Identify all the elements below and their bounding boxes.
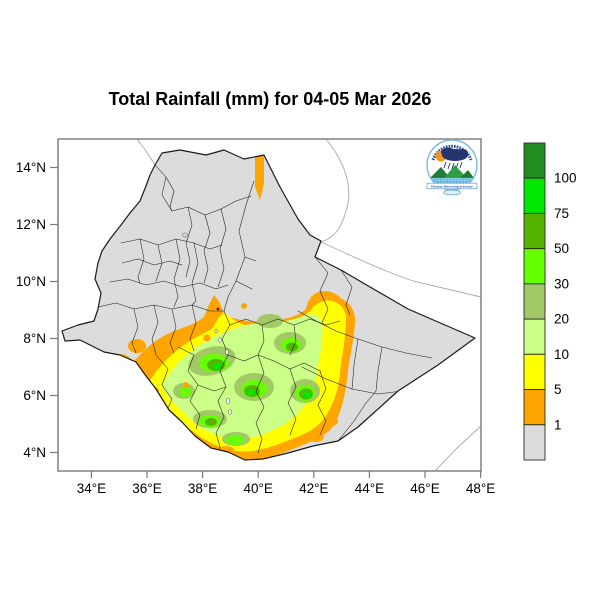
axis-tick-marks: [50, 166, 482, 478]
colorbar-label: 100: [554, 171, 577, 186]
y-tick-label: 12°N: [16, 217, 46, 232]
rift-valley-lakes: [214, 328, 232, 415]
x-tick-label: 42°E: [299, 481, 328, 496]
afar-orange-strip: [255, 154, 264, 200]
y-tick-label: 8°N: [23, 331, 46, 346]
colorbar-label: 20: [554, 312, 569, 327]
colorbar-label: 10: [554, 347, 569, 362]
plot-border: [57, 138, 482, 472]
y-tick-label: 14°N: [16, 160, 46, 175]
colorbar-label: 30: [554, 276, 569, 291]
colorbar-segment: [523, 318, 546, 355]
gulf-of-aden-coast-line: [320, 241, 481, 298]
colorbar: 100 75 50 30 20 10 5 1: [523, 142, 577, 461]
x-tick-label: 44°E: [355, 481, 384, 496]
neighbor-country-borders: [136, 139, 481, 471]
colorbar-segment: [523, 142, 546, 179]
country-ethiopia-border: [61, 149, 476, 461]
eritrea-coast-line: [320, 139, 350, 243]
sudan-eritrea-border-line: [136, 139, 156, 166]
somalia-coast-line: [434, 425, 481, 471]
figure-title: Total Rainfall (mm) for 04-05 Mar 2026: [109, 89, 432, 109]
x-tick-label: 46°E: [410, 481, 439, 496]
heavy-rain-spot-core: [216, 307, 220, 311]
colorbar-label: 75: [554, 206, 569, 221]
contour-75-100mm: [212, 363, 311, 399]
colorbar-label: 1: [554, 417, 562, 432]
logo-cloud-icon: [441, 147, 468, 161]
colorbar-label: 5: [554, 382, 562, 397]
x-tick-label: 36°E: [132, 481, 161, 496]
logo-banner: Ethiopian Meteorological Institute: [426, 182, 478, 190]
x-tick-label: 34°E: [77, 481, 106, 496]
colorbar-segment: [523, 424, 546, 461]
colorbar-segment: [523, 283, 546, 320]
colorbar-label: 50: [554, 241, 569, 256]
y-axis-labels: 14°N 12°N 10°N 8°N 6°N 4°N: [16, 160, 46, 460]
colorbar-labels: 100 75 50 30 20 10 5 1: [554, 171, 577, 433]
logo-mountains-icon: [430, 165, 474, 178]
colorbar-segment: [523, 248, 546, 285]
colorbar-segment: [523, 389, 546, 426]
colorbar-segment: [523, 212, 546, 250]
x-axis-labels: 34°E 36°E 38°E 40°E 42°E 44°E 46°E 48°E: [77, 481, 496, 496]
x-tick-label: 40°E: [243, 481, 272, 496]
lakes: [182, 232, 232, 415]
emi-logo: Ethiopian Meteorological Institute: [426, 139, 478, 196]
x-tick-label: 38°E: [188, 481, 217, 496]
logo-banner-text: Ethiopian Meteorological Institute: [431, 184, 473, 188]
colorbar-segments: [523, 142, 546, 461]
lake-tana: [182, 232, 188, 238]
y-tick-label: 6°N: [23, 388, 46, 403]
logo-rain-icon: [443, 161, 463, 170]
y-tick-label: 10°N: [16, 274, 46, 289]
logo-badge: [443, 189, 461, 196]
x-tick-label: 48°E: [466, 481, 495, 496]
colorbar-segment: [523, 353, 546, 390]
logo-water-icon: [428, 178, 476, 184]
admin-zone-boundaries: [97, 164, 433, 460]
y-tick-label: 4°N: [23, 445, 46, 460]
colorbar-segment: [523, 177, 546, 214]
